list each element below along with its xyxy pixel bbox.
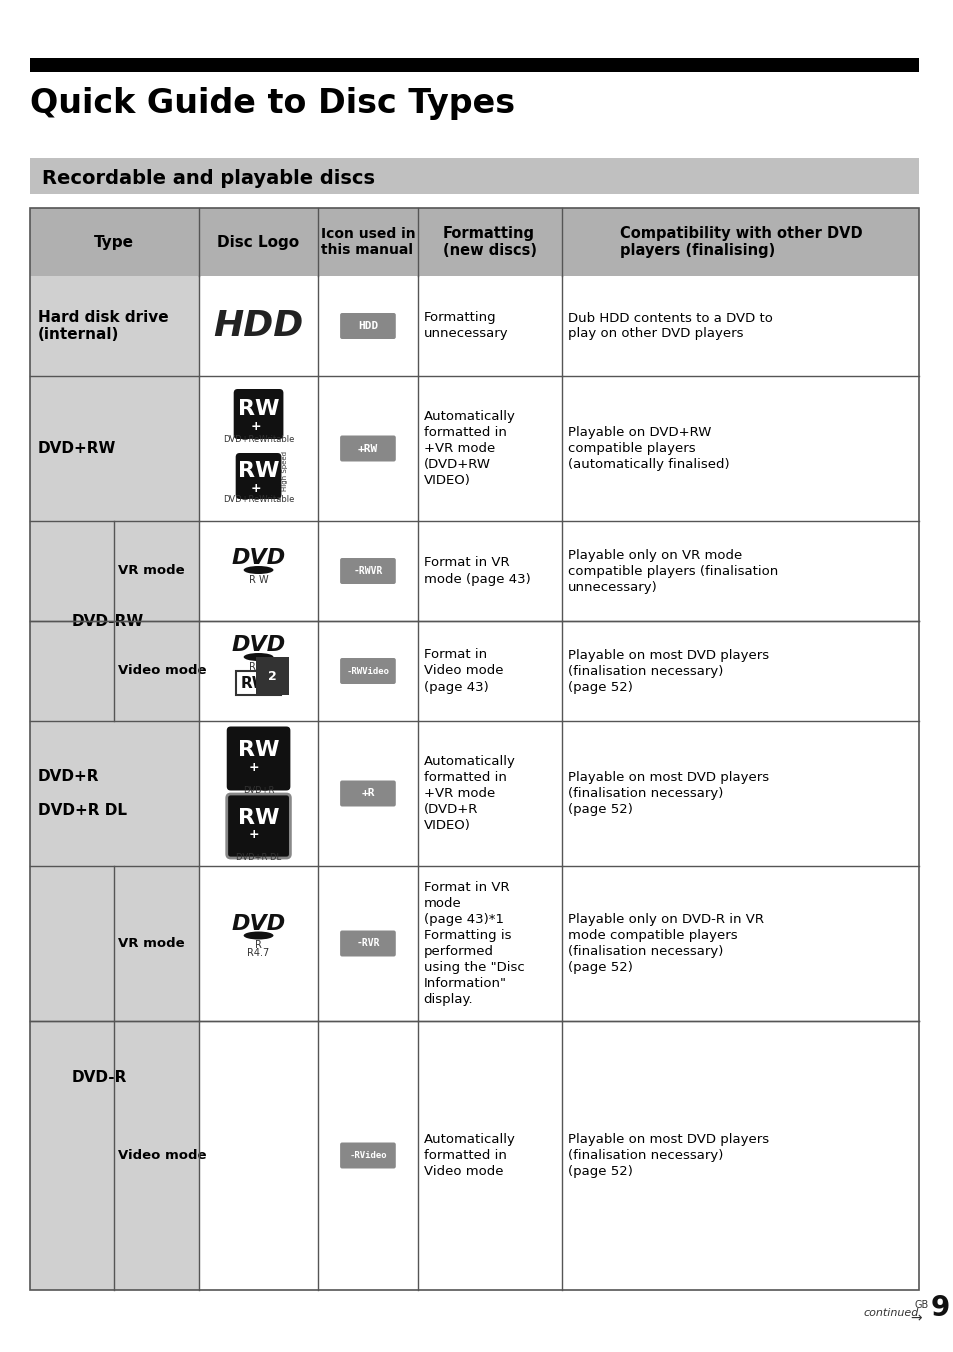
Text: Recordable and playable discs: Recordable and playable discs (42, 169, 375, 188)
Text: +RW: +RW (357, 443, 377, 453)
Bar (30, 208, 918, 276)
Text: Automatically
formatted in
+VR mode
(DVD+RW
VIDEO): Automatically formatted in +VR mode (DVD… (423, 410, 515, 487)
Text: →: → (909, 1311, 921, 1325)
Text: DVD: DVD (232, 635, 285, 654)
Bar (30, 158, 918, 193)
Text: Hard disk drive
(internal): Hard disk drive (internal) (38, 310, 169, 342)
Text: DVD-RW: DVD-RW (71, 614, 144, 629)
Text: -RWVideo: -RWVideo (346, 667, 389, 676)
Text: DVD+R: DVD+R (243, 786, 274, 795)
Text: Formatting
unnecessary: Formatting unnecessary (423, 311, 508, 341)
FancyBboxPatch shape (339, 558, 395, 584)
Bar (30, 58, 918, 72)
Bar (30, 721, 198, 867)
Text: RW: RW (237, 461, 279, 481)
Text: Format in VR
mode (page 43): Format in VR mode (page 43) (423, 557, 530, 585)
Text: DVD+R DL: DVD+R DL (235, 853, 281, 863)
FancyBboxPatch shape (339, 1142, 395, 1168)
Text: Format in
Video mode
(page 43): Format in Video mode (page 43) (423, 649, 502, 694)
Text: VR mode: VR mode (118, 565, 185, 577)
Text: Automatically
formatted in
+VR mode
(DVD+R
VIDEO): Automatically formatted in +VR mode (DVD… (423, 754, 515, 831)
Text: GB: GB (914, 1301, 928, 1310)
Text: continued: continued (862, 1307, 918, 1318)
Text: R W: R W (249, 575, 268, 585)
FancyBboxPatch shape (339, 435, 395, 461)
Text: +R: +R (361, 788, 375, 799)
Text: RW: RW (237, 741, 279, 760)
FancyBboxPatch shape (339, 930, 395, 956)
Bar (30, 1021, 198, 1290)
Text: R: R (254, 941, 262, 950)
Text: Format in VR
mode
(page 43)*1
Formatting is
performed
using the "Disc
Informatio: Format in VR mode (page 43)*1 Formatting… (423, 882, 524, 1006)
Text: Compatibility with other DVD
players (finalising): Compatibility with other DVD players (fi… (618, 226, 862, 258)
Text: Playable on most DVD players
(finalisation necessary)
(page 52): Playable on most DVD players (finalisati… (567, 649, 768, 694)
Text: RW: RW (240, 676, 269, 691)
Text: RW: RW (237, 808, 279, 827)
Text: Quick Guide to Disc Types: Quick Guide to Disc Types (30, 87, 515, 120)
Text: DVD+ReWritable: DVD+ReWritable (223, 495, 294, 504)
Text: Playable on most DVD players
(finalisation necessary)
(page 52): Playable on most DVD players (finalisati… (567, 1133, 768, 1178)
Text: DVD+R

DVD+R DL: DVD+R DVD+R DL (38, 768, 127, 818)
FancyBboxPatch shape (339, 658, 395, 684)
Ellipse shape (243, 932, 274, 940)
Bar (30, 521, 198, 621)
Text: Playable on DVD+RW
compatible players
(automatically finalised): Playable on DVD+RW compatible players (a… (567, 426, 729, 470)
Text: 9: 9 (930, 1294, 949, 1322)
Text: High Speed: High Speed (282, 452, 288, 491)
FancyBboxPatch shape (235, 453, 281, 499)
Text: HDD: HDD (213, 310, 303, 343)
Text: Icon used in
this manual: Icon used in this manual (320, 227, 415, 257)
Text: -RVideo: -RVideo (349, 1151, 386, 1160)
Text: DVD: DVD (232, 914, 285, 933)
Text: DVD+ReWritable: DVD+ReWritable (223, 435, 294, 445)
Text: Automatically
formatted in
Video mode: Automatically formatted in Video mode (423, 1133, 515, 1178)
Text: R W: R W (249, 662, 268, 672)
Ellipse shape (243, 653, 274, 661)
Bar (30, 621, 198, 721)
Text: Video mode: Video mode (118, 664, 207, 677)
Text: VR mode: VR mode (118, 937, 185, 950)
Text: +: + (248, 829, 258, 841)
Ellipse shape (243, 566, 274, 575)
Text: Playable only on DVD-R in VR
mode compatible players
(finalisation necessary)
(p: Playable only on DVD-R in VR mode compat… (567, 913, 763, 973)
Text: Playable on most DVD players
(finalisation necessary)
(page 52): Playable on most DVD players (finalisati… (567, 771, 768, 817)
Bar (30, 376, 198, 521)
Text: +: + (250, 481, 260, 495)
Text: -RVR: -RVR (355, 938, 379, 949)
Text: Type: Type (94, 234, 134, 250)
Text: Video mode: Video mode (118, 1149, 207, 1161)
Text: Disc Logo: Disc Logo (217, 234, 299, 250)
Text: Dub HDD contents to a DVD to
play on other DVD players: Dub HDD contents to a DVD to play on oth… (567, 311, 772, 341)
Bar (30, 276, 198, 376)
Text: Formatting
(new discs): Formatting (new discs) (442, 226, 537, 258)
Text: DVD: DVD (232, 548, 285, 568)
FancyBboxPatch shape (339, 780, 395, 807)
Text: +: + (248, 761, 258, 773)
Text: 2: 2 (268, 669, 276, 683)
Text: R4.7: R4.7 (247, 949, 270, 959)
Text: -RWVR: -RWVR (353, 566, 382, 576)
Bar (30, 867, 198, 1021)
FancyBboxPatch shape (339, 314, 395, 339)
Bar (30, 208, 918, 1290)
FancyBboxPatch shape (227, 726, 290, 791)
Text: RW: RW (237, 399, 279, 419)
Text: DVD-R: DVD-R (71, 1071, 127, 1086)
Text: DVD+RW: DVD+RW (38, 441, 116, 456)
FancyBboxPatch shape (233, 389, 283, 439)
Text: HDD: HDD (357, 320, 377, 331)
Text: +: + (250, 419, 260, 433)
Text: Playable only on VR mode
compatible players (finalisation
unnecessary): Playable only on VR mode compatible play… (567, 549, 778, 594)
FancyBboxPatch shape (227, 794, 290, 859)
